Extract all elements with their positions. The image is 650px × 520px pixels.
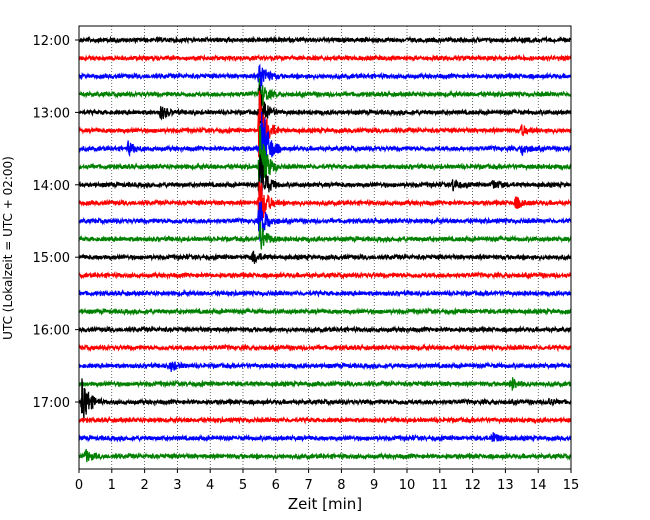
axes-frame	[78, 25, 572, 470]
y-axis-label: UTC (Lokalzeit = UTC + 02:00)	[1, 156, 15, 340]
x-tick-label: 0	[75, 478, 83, 493]
x-tick-label: 15	[563, 478, 580, 493]
seismogram-trace	[78, 78, 572, 109]
seismogram-trace	[78, 53, 572, 63]
seismogram-trace	[78, 201, 572, 242]
x-tick-label: 9	[370, 478, 378, 493]
x-axis-ticks: 0 1 2 3 4 5 6 7 8 9 10 11 12 13 14 15	[75, 469, 579, 493]
seismogram-trace	[78, 361, 572, 372]
y-tick-label: 17:00	[33, 396, 70, 411]
plot-area	[79, 26, 571, 469]
x-tick-label: 5	[239, 478, 247, 493]
seismogram-trace	[78, 325, 572, 335]
plot-frame	[78, 25, 572, 470]
x-tick-label: 12	[464, 478, 481, 493]
x-tick-label: 14	[530, 478, 547, 493]
seismogram-trace	[78, 377, 572, 391]
seismogram-traces	[78, 35, 572, 463]
seismogram-trace	[78, 343, 572, 353]
plot-background	[79, 26, 571, 469]
x-tick-label: 13	[497, 478, 514, 493]
x-tick-label: 2	[140, 478, 148, 493]
seismogram-trace	[78, 90, 572, 158]
seismogram-trace	[78, 415, 572, 425]
seismogram-trace	[78, 288, 572, 299]
y-tick-label: 14:00	[33, 179, 70, 194]
seismogram-trace	[78, 448, 572, 463]
seismogram-trace	[78, 154, 572, 195]
seismogram-trace	[78, 84, 572, 130]
x-tick-label: 11	[432, 478, 449, 493]
seismogram-trace	[78, 63, 572, 91]
x-tick-label: 3	[173, 478, 181, 493]
y-tick-label: 16:00	[33, 324, 70, 339]
x-tick-label: 1	[108, 478, 116, 493]
x-tick-label: 6	[272, 478, 280, 493]
seismogram-trace	[78, 111, 572, 196]
x-tick-label: 4	[206, 478, 214, 493]
seismogram-trace	[78, 250, 572, 264]
seismogram-trace	[78, 270, 572, 281]
x-tick-label: 8	[337, 478, 345, 493]
seismogram-trace	[78, 222, 572, 250]
x-tick-label: 10	[399, 478, 416, 493]
seismogram-trace	[78, 432, 572, 443]
seismogram-trace	[78, 306, 572, 317]
seismogram-trace	[78, 35, 572, 45]
seismogram-trace	[78, 181, 572, 222]
grid-lines	[111, 26, 539, 469]
x-tick-label: 7	[304, 478, 312, 493]
y-tick-label: 13:00	[33, 106, 70, 121]
x-axis-label: Zeit [min]	[288, 495, 362, 513]
y-tick-label: 15:00	[33, 251, 70, 266]
y-tick-label: 12:00	[33, 34, 70, 49]
seismogram-trace	[78, 378, 572, 420]
seismogram-trace	[78, 125, 572, 200]
y-axis-ticks: 12:00 13:00 14:00 15:00 16:00 17:00	[33, 34, 79, 411]
